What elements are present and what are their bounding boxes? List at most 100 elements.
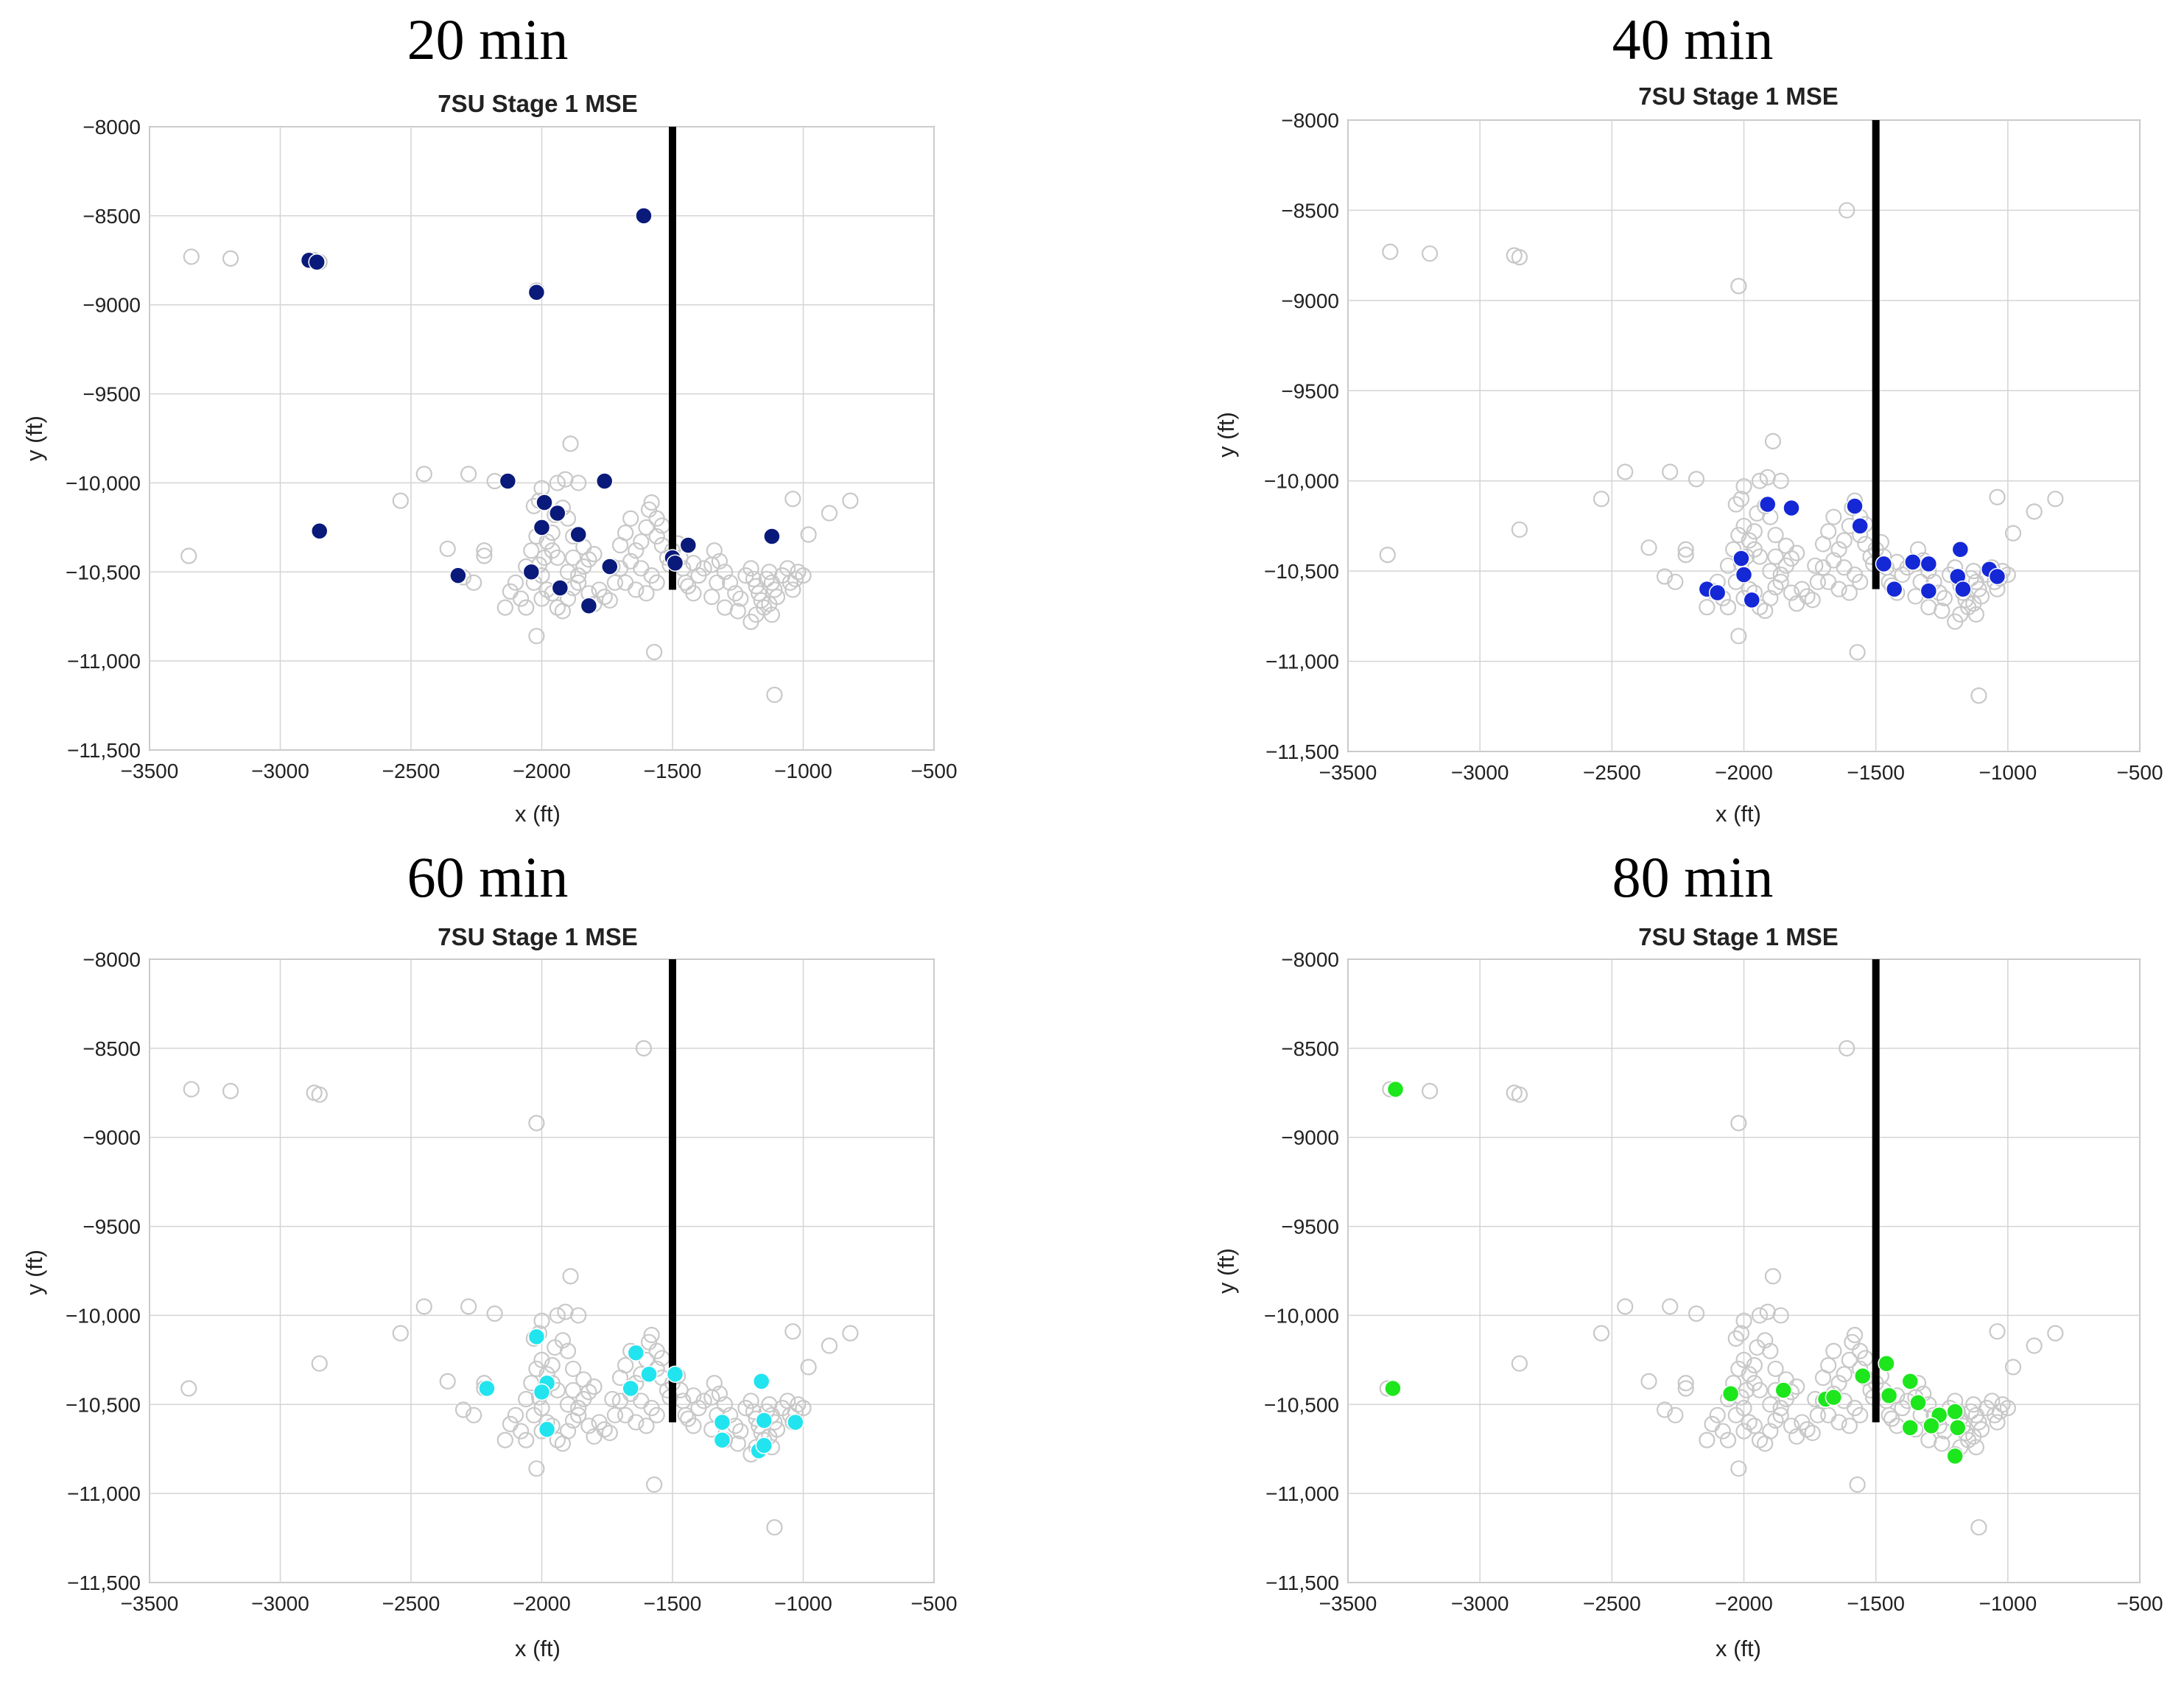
- background-event-point: [1714, 1423, 1731, 1440]
- event-point: [666, 554, 684, 572]
- background-event-point: [1762, 563, 1779, 580]
- background-event-point: [564, 549, 582, 567]
- background-event-point: [680, 578, 697, 595]
- y-tick-label: −8500: [82, 205, 141, 228]
- event-point: [1875, 555, 1893, 573]
- background-event-point: [1751, 1381, 1769, 1399]
- background-event-point: [1772, 1406, 1789, 1423]
- background-event-point: [222, 1082, 239, 1099]
- x-tick-label: −500: [2116, 761, 2163, 784]
- background-event-point: [766, 581, 783, 598]
- background-event-point: [562, 1268, 579, 1285]
- background-event-point: [1719, 557, 1737, 574]
- background-event-point: [183, 1081, 200, 1098]
- y-tick-label: −8000: [82, 948, 141, 971]
- y-tick-label: −10,500: [66, 1393, 141, 1416]
- background-event-point: [1989, 1414, 2006, 1431]
- background-event-point: [745, 1403, 762, 1420]
- y-tick-label: −8000: [1281, 948, 1339, 971]
- event-point: [679, 536, 698, 554]
- background-event-point: [2047, 1325, 2064, 1342]
- background-event-point: [685, 555, 702, 572]
- y-tick-label: −11,000: [67, 650, 141, 673]
- panel-20-min: 20 min 7SU Stage 1 MSE x (ft) y (ft) −35…: [21, 7, 958, 827]
- background-event-point: [842, 492, 859, 509]
- background-event-point: [415, 1298, 432, 1315]
- background-event-point: [1735, 1312, 1752, 1329]
- background-event-point: [1825, 508, 1842, 525]
- background-event-point: [1820, 1406, 1837, 1423]
- background-event-point: [1751, 548, 1769, 565]
- background-event-point: [643, 494, 660, 511]
- background-event-point: [1994, 1396, 2011, 1413]
- background-event-point: [709, 574, 726, 591]
- background-event-point: [745, 570, 762, 588]
- event-point: [752, 1373, 770, 1390]
- background-event-point: [518, 599, 535, 616]
- background-event-point: [703, 589, 720, 606]
- event-point: [635, 207, 653, 225]
- x-tick-label: −3500: [121, 760, 179, 782]
- background-event-point: [617, 574, 634, 591]
- x-axis-label: x (ft): [515, 801, 561, 827]
- background-event-point: [680, 1410, 697, 1427]
- background-event-point: [742, 560, 759, 577]
- background-event-point: [601, 1424, 618, 1442]
- background-event-point: [559, 564, 577, 581]
- background-event-point: [528, 628, 545, 645]
- x-tick-label: −3000: [1451, 761, 1509, 784]
- background-event-point: [1767, 527, 1784, 544]
- x-tick-label: −500: [910, 1592, 957, 1615]
- x-tick-label: −2500: [382, 760, 440, 782]
- background-event-point: [790, 564, 807, 581]
- event-point: [551, 579, 569, 597]
- background-event-point: [415, 466, 432, 483]
- y-tick-label: −11,500: [67, 1571, 141, 1594]
- background-event-point: [180, 547, 197, 564]
- event-point: [308, 253, 326, 271]
- background-event-point: [795, 567, 812, 584]
- panel-60-min: 60 min 7SU Stage 1 MSE x (ft) y (ft) −35…: [21, 845, 958, 1661]
- background-event-point: [601, 592, 618, 609]
- background-event-point: [646, 1476, 663, 1493]
- y-tick-label: −8500: [82, 1037, 141, 1060]
- background-event-point: [549, 474, 566, 491]
- background-event-point: [761, 595, 778, 612]
- background-event-point: [1991, 1403, 2009, 1420]
- background-event-point: [533, 590, 550, 607]
- event-point: [499, 472, 517, 490]
- background-event-point: [821, 505, 838, 522]
- x-tick-label: −1000: [774, 1592, 832, 1615]
- background-event-point: [562, 435, 579, 452]
- background-event-point: [1421, 245, 1439, 262]
- background-event-point: [643, 1326, 660, 1344]
- background-event-point: [1999, 1400, 2016, 1417]
- background-event-point: [1970, 687, 1987, 704]
- event-point: [580, 597, 598, 614]
- background-event-point: [180, 1380, 197, 1397]
- x-tick-label: −2500: [1583, 1592, 1641, 1615]
- background-event-point: [1762, 1423, 1779, 1440]
- y-tick-label: −9500: [1281, 379, 1339, 402]
- background-event-point: [1830, 541, 1847, 558]
- event-point: [755, 1412, 773, 1429]
- background-event-point: [617, 1357, 634, 1374]
- background-event-point: [1846, 1326, 1864, 1344]
- event-point: [1901, 1418, 1919, 1437]
- background-event-point: [1767, 548, 1784, 565]
- background-event-point: [222, 250, 239, 267]
- background-event-point: [1667, 1406, 1684, 1423]
- background-event-point: [1741, 532, 1758, 549]
- background-event-point: [721, 574, 739, 591]
- x-axis-label: x (ft): [515, 1636, 561, 1661]
- background-event-point: [1762, 589, 1779, 606]
- background-event-point: [638, 585, 655, 602]
- background-event-point: [648, 1406, 665, 1423]
- background-event-point: [1730, 527, 1747, 544]
- background-event-point: [695, 1392, 712, 1409]
- background-event-point: [564, 1381, 582, 1399]
- background-event-point: [1677, 1375, 1694, 1392]
- background-event-point: [466, 1406, 482, 1423]
- plot-area: −3500 −3000 −2500 −2000 −1500 −1000 −500 −8000 −…: [66, 948, 958, 1615]
- y-tick-label: −10,500: [1264, 1393, 1339, 1416]
